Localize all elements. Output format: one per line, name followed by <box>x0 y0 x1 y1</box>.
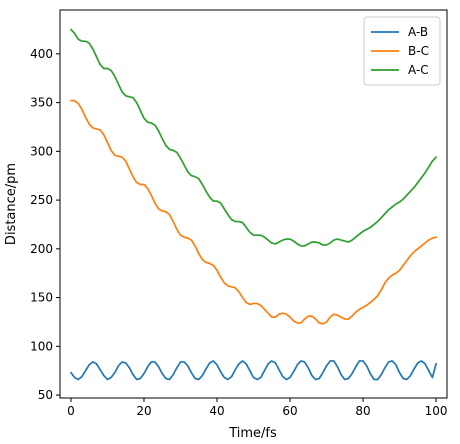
y-tick-label: 200 <box>30 242 53 256</box>
x-tick-label: 100 <box>425 404 448 418</box>
legend-label-a-c: A-C <box>408 63 429 77</box>
legend: A-B B-C A-C <box>363 16 441 86</box>
x-axis-ticks: 0 20 40 60 80 100 <box>67 398 448 418</box>
legend-label-a-b: A-B <box>408 25 428 39</box>
series-line-a-b <box>70 360 437 381</box>
legend-label-b-c: B-C <box>408 44 429 58</box>
x-tick-label: 80 <box>355 404 370 418</box>
x-tick-label: 20 <box>136 404 151 418</box>
y-axis-label: Distance/pm <box>4 163 19 245</box>
y-tick-label: 300 <box>30 144 53 158</box>
x-tick-label: 40 <box>209 404 224 418</box>
plot-lines <box>70 28 437 381</box>
x-tick-label: 0 <box>67 404 75 418</box>
y-tick-label: 100 <box>30 339 53 353</box>
y-tick-label: 250 <box>30 193 53 207</box>
y-tick-label: 350 <box>30 96 53 110</box>
series-line-a-c <box>70 28 437 247</box>
y-tick-label: 150 <box>30 291 53 305</box>
x-tick-label: 60 <box>282 404 297 418</box>
plot-frame <box>59 9 448 399</box>
x-axis-label: Time/fs <box>228 426 277 441</box>
legend-box <box>363 16 441 86</box>
y-tick-label: 400 <box>30 47 53 61</box>
y-tick-label: 50 <box>38 388 53 402</box>
y-axis-ticks: 50 100 150 200 250 300 350 400 <box>30 47 60 402</box>
series-line-b-c <box>70 99 437 325</box>
